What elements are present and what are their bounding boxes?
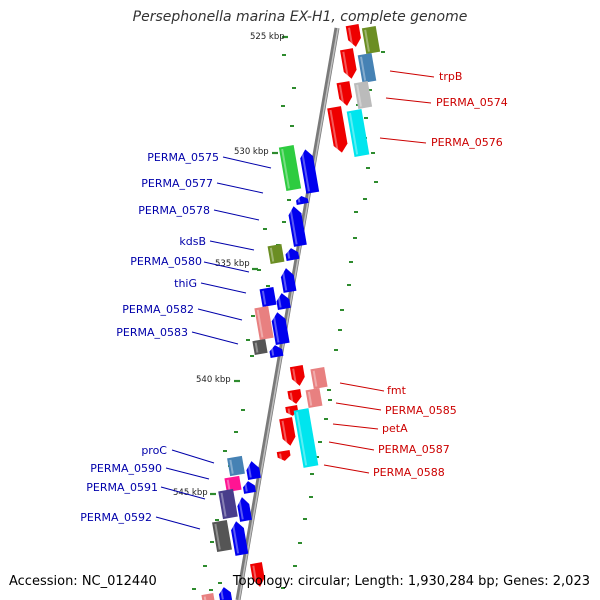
leader-line	[171, 449, 215, 464]
gene-block	[218, 587, 233, 600]
leader-line	[160, 486, 206, 500]
gene-label-perma_0575: PERMA_0575	[147, 151, 219, 164]
gene-block	[361, 25, 381, 55]
gene-label-perma_0577: PERMA_0577	[141, 177, 213, 190]
leader-line	[209, 240, 255, 251]
gene-label-perma_0592: PERMA_0592	[80, 511, 152, 524]
gene-block	[212, 519, 232, 553]
gene-label-perma_0590: PERMA_0590	[90, 462, 162, 475]
leader-line	[213, 209, 260, 221]
kbp-label: 530 kbp	[234, 147, 269, 157]
gene-block	[218, 488, 238, 520]
leader-line	[200, 282, 247, 294]
gene-block	[278, 145, 302, 191]
leader-line	[222, 156, 272, 169]
topology-text: Topology: circular; Length: 1,930,284 bp…	[232, 574, 590, 589]
leader-line	[191, 331, 239, 345]
gene-block	[353, 80, 373, 110]
gene-block	[293, 408, 319, 468]
gene-label-proc: proC	[141, 444, 167, 457]
kbp-label: 525 kbp	[250, 32, 285, 42]
gene-block	[231, 521, 249, 556]
leader-line	[335, 402, 382, 411]
gene-block	[287, 388, 302, 404]
gene-block	[242, 481, 256, 494]
leader-line	[216, 182, 264, 194]
leader-line	[323, 464, 370, 474]
gene-block	[296, 196, 309, 205]
kbp-label: 540 kbp	[196, 375, 231, 385]
gene-block	[310, 366, 328, 390]
gene-block	[227, 455, 245, 477]
gene-label-perma_0583: PERMA_0583	[116, 326, 188, 339]
gene-label-peta: petA	[382, 422, 408, 435]
gene-block	[357, 53, 377, 83]
gene-block	[252, 338, 268, 356]
gene-blocks	[201, 24, 381, 600]
leader-line	[165, 467, 210, 480]
leader-line	[389, 70, 435, 78]
kbp-ruler: 525 kbp 530 kbp 535 kbp 540 kbp 545 kbp	[173, 32, 288, 498]
gene-block	[267, 243, 285, 265]
gene-block	[276, 293, 291, 310]
gene-block	[279, 417, 296, 446]
gene-block	[280, 268, 297, 293]
leader-line	[203, 261, 250, 273]
gene-block	[300, 149, 320, 194]
gene-block	[224, 475, 242, 493]
gene-label-perma_0582: PERMA_0582	[122, 303, 194, 316]
leader-line	[155, 516, 201, 530]
leader-line	[328, 441, 375, 451]
gene-block	[305, 387, 323, 409]
gene-label-thig: thiG	[174, 277, 197, 290]
gene-label-perma_0580: PERMA_0580	[130, 255, 202, 268]
gene-block	[288, 206, 307, 247]
gene-block	[340, 48, 357, 79]
gene-block	[345, 24, 361, 47]
genome-backbone	[235, 27, 340, 600]
gene-block	[237, 497, 252, 522]
tick-marks	[192, 51, 385, 591]
leader-line	[332, 423, 379, 430]
leader-line	[339, 382, 385, 392]
accession-text: Accession: NC_012440	[9, 574, 157, 589]
gene-label-fmt: fmt	[387, 384, 407, 397]
gene-block	[285, 248, 300, 262]
leader-line	[197, 308, 243, 321]
gene-block	[327, 106, 348, 153]
kbp-label: 535 kbp	[215, 259, 250, 269]
gene-label-perma_0585: PERMA_0585	[385, 404, 457, 417]
gene-block	[246, 461, 261, 480]
gene-label-trpb: trpB	[439, 70, 462, 83]
gene-label-perma_0591: PERMA_0591	[86, 481, 158, 494]
leader-line	[385, 97, 432, 104]
leader-line	[379, 137, 427, 144]
kbp-label: 545 kbp	[173, 488, 208, 498]
gene-block	[346, 109, 370, 157]
gene-block	[259, 286, 277, 308]
gene-label-perma_0587: PERMA_0587	[378, 443, 450, 456]
gene-block	[276, 449, 291, 461]
gene-block	[269, 345, 284, 359]
gene-label-kdsb: kdsB	[179, 235, 206, 248]
gene-block	[250, 562, 265, 587]
gene-label-perma_0574: PERMA_0574	[436, 96, 508, 109]
gene-block	[289, 365, 305, 386]
gene-block	[254, 306, 274, 340]
map-title: Persephonella marina EX-H1, complete gen…	[132, 9, 468, 25]
gene-block	[271, 312, 290, 345]
gene-block	[336, 81, 353, 106]
gene-label-perma_0588: PERMA_0588	[373, 466, 445, 479]
gene-label-perma_0576: PERMA_0576	[431, 136, 503, 149]
gene-label-perma_0578: PERMA_0578	[138, 204, 210, 217]
gene-block	[201, 593, 215, 600]
